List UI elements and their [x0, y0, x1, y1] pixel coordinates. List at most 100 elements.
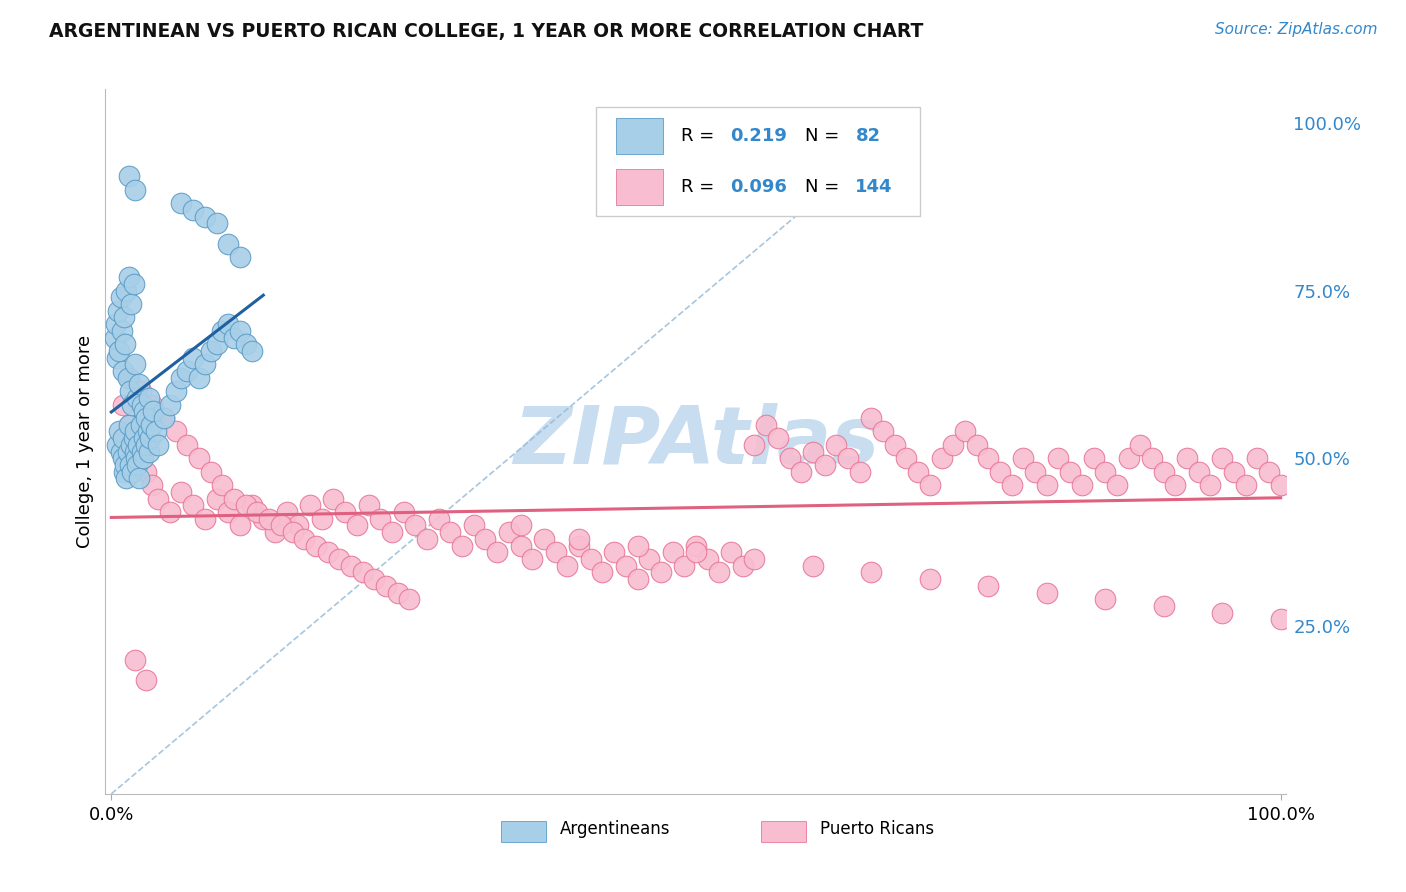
Point — [346, 518, 368, 533]
Point — [387, 585, 409, 599]
Point — [188, 371, 211, 385]
Point — [533, 532, 555, 546]
Point — [118, 417, 141, 432]
Point — [731, 558, 754, 573]
Point — [720, 545, 742, 559]
Point — [474, 532, 496, 546]
Point — [1094, 465, 1116, 479]
Point — [509, 518, 531, 533]
Point — [125, 458, 148, 472]
Point — [135, 465, 157, 479]
Point — [813, 458, 835, 472]
Point — [1036, 478, 1059, 492]
Point — [392, 505, 415, 519]
Point — [1188, 465, 1211, 479]
Point — [685, 539, 707, 553]
Point — [112, 465, 135, 479]
Point — [108, 343, 131, 358]
Text: Argentineans: Argentineans — [560, 820, 671, 838]
Point — [176, 438, 198, 452]
Text: Puerto Ricans: Puerto Ricans — [820, 820, 934, 838]
Point — [1258, 465, 1281, 479]
Point — [205, 491, 228, 506]
Point — [145, 425, 167, 439]
Point — [416, 532, 439, 546]
Point — [211, 478, 233, 492]
Point — [229, 324, 252, 338]
Point — [1118, 451, 1140, 466]
Point — [105, 351, 128, 365]
Point — [953, 425, 976, 439]
FancyBboxPatch shape — [616, 169, 662, 205]
Text: N =: N = — [804, 127, 845, 145]
Point — [181, 498, 204, 512]
Point — [111, 398, 134, 412]
Point — [142, 404, 165, 418]
Point — [200, 465, 222, 479]
Point — [128, 377, 150, 392]
Point — [860, 411, 883, 425]
Point — [135, 411, 157, 425]
Point — [381, 525, 404, 540]
Point — [121, 398, 143, 412]
Point — [107, 303, 129, 318]
Point — [115, 471, 138, 485]
Point — [352, 566, 374, 580]
Point — [1036, 585, 1059, 599]
Point — [299, 498, 322, 512]
Point — [170, 196, 193, 211]
Point — [118, 270, 141, 285]
Point — [650, 566, 672, 580]
Point — [159, 398, 181, 412]
Point — [181, 202, 204, 217]
Point — [1175, 451, 1198, 466]
Text: 82: 82 — [855, 127, 880, 145]
Point — [790, 465, 813, 479]
Point — [211, 324, 233, 338]
Point — [235, 498, 257, 512]
Point — [176, 364, 198, 378]
Point — [188, 451, 211, 466]
Point — [135, 438, 157, 452]
Point — [131, 444, 153, 458]
Point — [132, 404, 155, 418]
Point — [276, 505, 298, 519]
Point — [522, 552, 544, 566]
Point — [124, 425, 146, 439]
Point — [988, 465, 1011, 479]
Text: Source: ZipAtlas.com: Source: ZipAtlas.com — [1215, 22, 1378, 37]
FancyBboxPatch shape — [596, 107, 921, 216]
Point — [1059, 465, 1081, 479]
Point — [159, 505, 181, 519]
Point — [1270, 612, 1292, 626]
Point — [165, 425, 187, 439]
Point — [357, 498, 380, 512]
Point — [375, 579, 398, 593]
Point — [860, 566, 883, 580]
Point — [404, 518, 426, 533]
Point — [603, 545, 626, 559]
Point — [132, 451, 155, 466]
Point — [132, 431, 155, 445]
Text: N =: N = — [804, 178, 845, 196]
Point — [614, 558, 637, 573]
Point — [105, 438, 128, 452]
Y-axis label: College, 1 year or more: College, 1 year or more — [76, 335, 94, 548]
Point — [240, 498, 263, 512]
Point — [125, 451, 148, 466]
Point — [146, 491, 169, 506]
Point — [117, 371, 139, 385]
Point — [122, 431, 145, 445]
Point — [779, 451, 801, 466]
Point — [153, 411, 176, 425]
Point — [229, 518, 252, 533]
Point — [118, 371, 141, 385]
Point — [744, 552, 766, 566]
Point — [1211, 606, 1233, 620]
Point — [118, 169, 141, 184]
Point — [685, 545, 707, 559]
Point — [142, 404, 165, 418]
Point — [104, 330, 127, 344]
Point — [977, 579, 1000, 593]
Point — [111, 324, 134, 338]
